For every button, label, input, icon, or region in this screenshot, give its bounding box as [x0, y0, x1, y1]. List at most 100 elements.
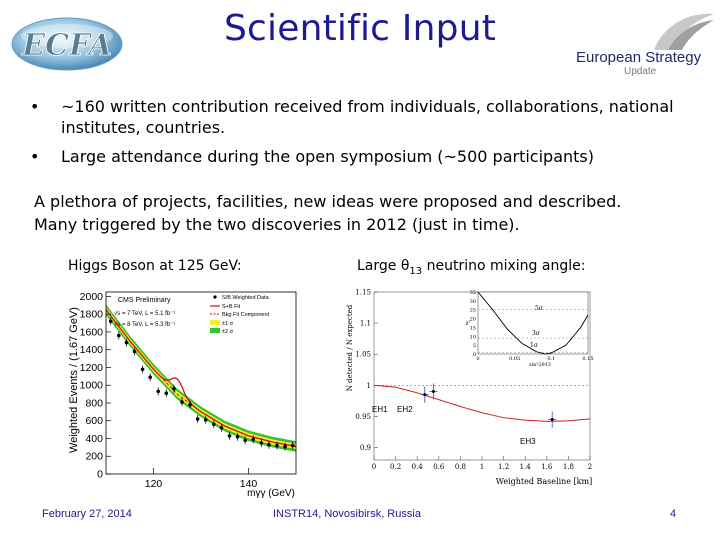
one-sigma-label: 1σ	[530, 342, 538, 349]
detector-point	[431, 390, 435, 394]
theta13-caption-suffix: neutrino mixing angle:	[422, 258, 586, 274]
fit-curves	[105, 309, 297, 448]
paragraph-line-1: A plethora of projects, facilities, new …	[34, 192, 622, 211]
y-tick-label: 1800	[80, 309, 104, 321]
y-tick-label: 1000	[80, 380, 104, 392]
data-point	[283, 444, 287, 449]
theta13-ylabel: N detected / N expected	[346, 304, 354, 391]
data-point	[219, 426, 224, 430]
y-tick-labels: 0 200 400 600 800 1000 1200 1400 1600 1800 2000	[80, 291, 104, 481]
higgs-caption: Higgs Boson at 125 GeV:	[68, 258, 242, 274]
data-point	[290, 443, 295, 448]
y-tick-label: 0.95	[355, 413, 371, 421]
y-tick-label: 200	[85, 451, 103, 463]
higgs-axes	[105, 291, 297, 475]
data-point	[212, 422, 216, 427]
data-point	[148, 375, 152, 380]
eh3-label: EH3	[520, 437, 536, 446]
y-tick-label: 0	[97, 469, 103, 481]
five-sigma-label: 5σ	[535, 305, 543, 312]
y-tick-label: 800	[85, 397, 103, 409]
theta13-x-ticks: 0 0.2 0.4 0.6 0.8 1 1.2 1.4 1.6 1.8 2	[372, 463, 592, 471]
theta13-y-ticks: 0.9 0.95 1 1.05 1.1 1.15	[355, 289, 371, 453]
slide-title: Scientific Input	[223, 8, 497, 49]
data-point	[227, 434, 232, 438]
data-point	[203, 418, 208, 422]
legend-data-marker	[213, 295, 217, 299]
inset-y-tick-label: 25	[470, 308, 476, 314]
x-tick-label: 1.6	[541, 463, 553, 471]
y-tick-label: 2000	[80, 291, 104, 303]
theta13-caption-prefix: Large θ	[357, 258, 410, 274]
legend-bkg: Bkg Fit Component	[222, 312, 270, 318]
detector-point	[550, 418, 554, 422]
data-point	[243, 438, 247, 443]
chi2-inset: 0 5 10 15 20 25 30 35 0 0.05 0.1 0.15 5σ 3σ 1σ χ² sin²2θ…	[465, 290, 593, 368]
data-point	[195, 417, 200, 421]
legend-1sigma: ±1 σ	[222, 321, 234, 327]
three-sigma-label: 3σ	[532, 330, 540, 337]
theta13-caption-sub: 13	[409, 265, 423, 277]
data-point	[140, 367, 145, 372]
x-tick-label: 0.2	[390, 463, 401, 471]
bullet-text: ~160 written contribution received from …	[61, 97, 674, 137]
legend-2sigma: ±2 σ	[222, 329, 234, 335]
inset-y-tick-label: 15	[470, 325, 476, 331]
y-tick-label: 1600	[80, 326, 104, 338]
inset-y-tick-label: 5	[473, 343, 476, 349]
inset-x-tick-label: 0.1	[547, 356, 555, 362]
data-point	[156, 389, 161, 394]
y-tick-label: 1.15	[355, 289, 371, 297]
inset-y-tick-label: 10	[470, 334, 476, 340]
page-number: 4	[670, 508, 677, 520]
y-tick-label: 1.1	[360, 320, 371, 328]
y-tick-label: 0.9	[360, 444, 371, 452]
paragraph-line-2: Many triggered by the two discoveries in…	[34, 215, 520, 234]
x-tick-label: 0.8	[455, 463, 466, 471]
y-tick-label: 1	[367, 382, 371, 390]
legend-data: S/B Weighted Data	[222, 295, 270, 301]
data-point	[180, 400, 184, 404]
data-point	[132, 349, 137, 354]
inset-x-tick-label: 0.15	[582, 356, 593, 362]
signal-fit-line	[105, 309, 297, 448]
data-point	[259, 441, 264, 445]
data-point	[124, 340, 129, 345]
x-tick-label: 0.4	[412, 463, 424, 471]
body-paragraph: A plethora of projects, facilities, new …	[34, 190, 694, 236]
x-tick-label: 140	[240, 478, 258, 490]
oscillation-curve	[373, 384, 591, 422]
data-point	[188, 402, 192, 407]
higgs-legend: S/B Weighted Data S+B Fit Bkg Fit Compon…	[210, 295, 270, 335]
data-point	[251, 437, 256, 442]
higgs-mass-plot: 0 200 400 600 800 1000 1200 1400 1600 1800 2000 12…	[66, 284, 302, 502]
cms-preliminary-label: CMS Preliminary	[118, 297, 171, 304]
y-tick-label: 1200	[80, 362, 104, 374]
higgs-xlabel: mγγ (GeV)	[247, 488, 295, 499]
energy-7tev-label: √s = 7 TeV, L = 5.1 fb⁻¹	[114, 310, 175, 317]
higgs-frame	[105, 291, 297, 475]
y-tick-label: 600	[85, 415, 103, 427]
x-tick-label: 1	[480, 463, 484, 471]
footer-event: INSTR14, Novosibirsk, Russia	[273, 508, 421, 520]
footer-date: February 27, 2014	[42, 508, 132, 520]
bullet-item: • ~160 written contribution received from…	[30, 96, 690, 138]
data-points	[108, 317, 295, 451]
x-tick-label: 1.4	[520, 463, 532, 471]
legend-2sigma-marker	[210, 328, 220, 333]
bullet-icon: •	[30, 147, 40, 166]
logo-line-1: European Strategy	[576, 49, 702, 66]
x-tick-label: 1.2	[498, 463, 509, 471]
ecfa-logo: ECFA	[11, 17, 123, 71]
x-tick-label: 1.8	[563, 463, 574, 471]
inset-xlabel: sin²2θ13	[529, 362, 551, 368]
data-point	[164, 391, 169, 396]
legend-fit: S+B Fit	[222, 304, 241, 310]
energy-8tev-label: √s = 8 TeV, L = 5.3 fb⁻¹	[114, 321, 175, 328]
inset-x-tick-label: 0	[476, 356, 479, 362]
eh2-label: EH2	[397, 405, 413, 414]
legend-1sigma-marker	[210, 320, 220, 325]
data-point	[235, 434, 240, 439]
inset-y-tick-label: 35	[470, 290, 476, 296]
oscillation-line	[373, 384, 591, 422]
